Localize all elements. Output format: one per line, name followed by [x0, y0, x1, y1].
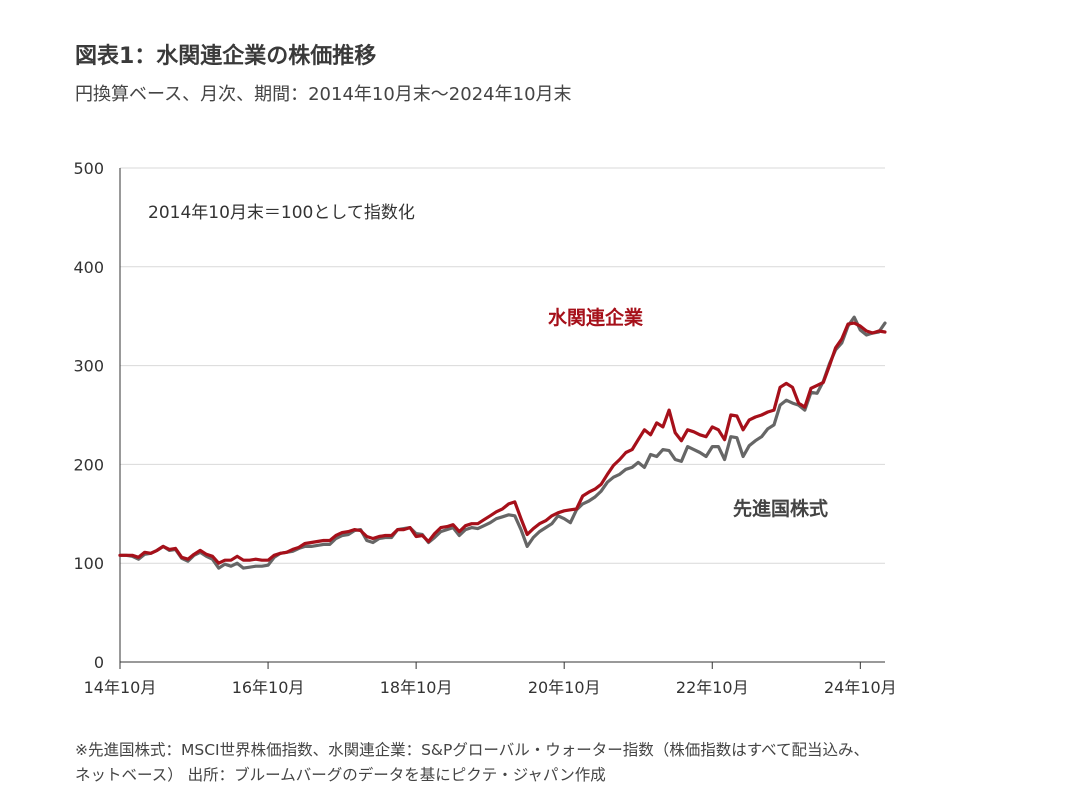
footnote-line-1: ※先進国株式：MSCI世界株価指数、水関連企業：S&Pグローバル・ウォーター指数… — [75, 741, 870, 759]
chart-annotation: 2014年10月末＝100として指数化 — [148, 203, 415, 223]
footnote: ※先進国株式：MSCI世界株価指数、水関連企業：S&Pグローバル・ウォーター指数… — [75, 738, 1055, 788]
x-tick-label: 16年10月 — [232, 678, 305, 697]
x-axis: 14年10月 16年10月 18年10月 20年10月 22年10月 24年10月 — [84, 661, 897, 697]
y-tick-label: 100 — [73, 554, 104, 573]
y-axis: 0 100 200 300 400 500 — [73, 159, 121, 672]
x-tick-label: 18年10月 — [380, 678, 453, 697]
y-tick-label: 500 — [73, 159, 104, 178]
grid-lines — [120, 167, 885, 564]
chart-title: 図表1：水関連企業の株価推移 — [75, 44, 377, 69]
x-tick-label: 14年10月 — [84, 678, 157, 697]
footnote-line-2: ネットベース） 出所：ブルームバーグのデータを基にピクテ・ジャパン作成 — [75, 766, 606, 784]
series-lines — [118, 315, 887, 570]
x-tick-label: 22年10月 — [676, 678, 749, 697]
x-tick-label: 20年10月 — [528, 678, 601, 697]
y-tick-label: 200 — [73, 455, 104, 474]
series-line-water — [118, 321, 887, 565]
series-line-developed-equity — [118, 315, 887, 570]
chart-subtitle: 円換算ベース、月次、期間：2014年10月末～2024年10月末 — [75, 84, 572, 105]
x-tick-label: 24年10月 — [824, 678, 897, 697]
series-label-developed-equity: 先進国株式 — [733, 497, 828, 520]
y-tick-label: 0 — [94, 653, 104, 672]
y-tick-label: 300 — [73, 357, 104, 376]
series-label-water: 水関連企業 — [548, 306, 644, 329]
line-chart: 0 100 200 300 400 500 14年10月 16年10月 18年10月 20年10… — [73, 159, 897, 697]
y-tick-label: 400 — [73, 258, 104, 277]
